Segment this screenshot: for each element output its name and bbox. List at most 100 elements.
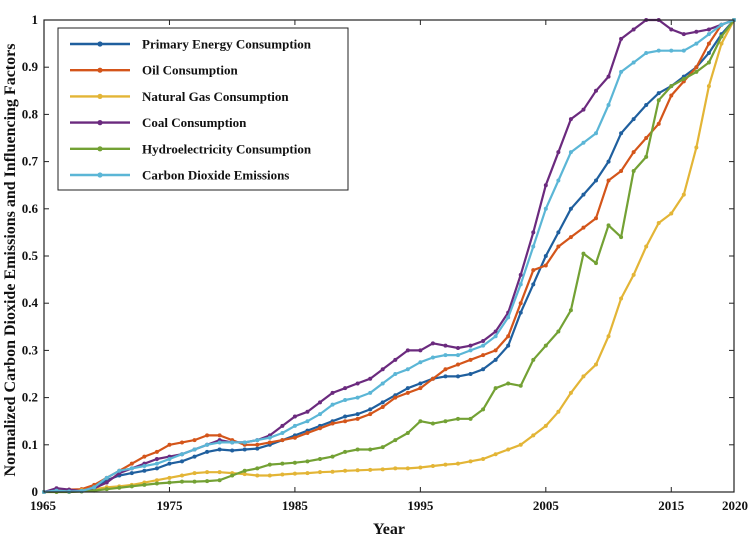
data-point-natural-gas-consumption xyxy=(343,468,348,473)
data-point-natural-gas-consumption xyxy=(531,433,536,438)
data-point-natural-gas-consumption xyxy=(518,442,523,447)
data-point-hydroelectricity-consumption xyxy=(292,460,297,465)
data-point-hydroelectricity-consumption xyxy=(154,481,159,486)
data-point-hydroelectricity-consumption xyxy=(280,461,285,466)
data-point-coal-consumption xyxy=(568,117,573,122)
data-point-hydroelectricity-consumption xyxy=(556,329,561,334)
data-point-primary-energy-consumption xyxy=(205,449,210,454)
data-point-carbon-dioxide-emissions xyxy=(405,367,410,372)
data-point-hydroelectricity-consumption xyxy=(606,223,611,228)
y-tick-label: 0 xyxy=(32,484,39,499)
data-point-oil-consumption xyxy=(581,225,586,230)
data-point-coal-consumption xyxy=(619,36,624,41)
data-point-natural-gas-consumption xyxy=(493,452,498,457)
data-point-hydroelectricity-consumption xyxy=(104,487,109,492)
data-point-oil-consumption xyxy=(631,150,636,155)
data-point-oil-consumption xyxy=(443,367,448,372)
data-point-hydroelectricity-consumption xyxy=(380,445,385,450)
data-point-oil-consumption xyxy=(644,136,649,140)
data-point-hydroelectricity-consumption xyxy=(129,484,134,489)
data-point-natural-gas-consumption xyxy=(305,471,310,476)
x-tick-label: 2005 xyxy=(533,498,560,513)
legend-label: Natural Gas Consumption xyxy=(142,89,289,104)
data-point-primary-energy-consumption xyxy=(154,466,159,471)
y-tick-label: 0.5 xyxy=(22,248,39,263)
data-point-carbon-dioxide-emissions xyxy=(142,464,147,469)
series-carbon-dioxide-emissions xyxy=(42,18,736,494)
data-point-oil-consumption xyxy=(456,362,460,367)
x-tick-label: 1975 xyxy=(156,498,183,513)
x-tick-label: 1965 xyxy=(30,498,57,513)
data-point-hydroelectricity-consumption xyxy=(167,480,172,485)
legend-marker xyxy=(97,93,103,99)
data-point-carbon-dioxide-emissions xyxy=(468,348,473,353)
data-point-hydroelectricity-consumption xyxy=(531,357,536,362)
data-point-oil-consumption xyxy=(506,334,511,339)
data-point-oil-consumption xyxy=(192,438,197,443)
data-point-hydroelectricity-consumption xyxy=(117,485,122,490)
data-point-oil-consumption xyxy=(318,426,322,431)
data-point-carbon-dioxide-emissions xyxy=(594,131,598,136)
data-point-hydroelectricity-consumption xyxy=(355,447,360,452)
data-point-primary-energy-consumption xyxy=(518,310,523,315)
x-tick-label: 2015 xyxy=(658,498,685,513)
data-point-carbon-dioxide-emissions xyxy=(217,440,222,445)
data-point-carbon-dioxide-emissions xyxy=(292,423,297,428)
data-point-carbon-dioxide-emissions xyxy=(167,456,172,461)
data-point-natural-gas-consumption xyxy=(619,296,624,301)
data-point-hydroelectricity-consumption xyxy=(418,419,423,424)
x-tick-label: 1995 xyxy=(407,498,434,513)
data-point-carbon-dioxide-emissions xyxy=(92,485,97,490)
data-point-hydroelectricity-consumption xyxy=(405,431,410,435)
data-point-natural-gas-consumption xyxy=(355,468,360,473)
series-line-hydroelectricity-consumption xyxy=(44,19,735,494)
data-point-natural-gas-consumption xyxy=(430,464,435,469)
legend-entry-hydroelectricity-consumption: Hydroelectricity Consumption xyxy=(70,141,312,156)
data-point-hydroelectricity-consumption xyxy=(631,169,636,174)
data-point-carbon-dioxide-emissions xyxy=(518,282,523,287)
data-point-coal-consumption xyxy=(380,367,385,372)
data-point-hydroelectricity-consumption xyxy=(318,456,322,461)
data-point-oil-consumption xyxy=(330,421,335,426)
legend-marker xyxy=(97,146,103,152)
data-point-carbon-dioxide-emissions xyxy=(380,381,385,386)
data-point-carbon-dioxide-emissions xyxy=(267,435,272,440)
data-point-hydroelectricity-consumption xyxy=(656,98,661,103)
data-point-natural-gas-consumption xyxy=(205,470,210,475)
data-point-coal-consumption xyxy=(606,74,611,79)
data-point-coal-consumption xyxy=(669,27,674,32)
data-point-primary-energy-consumption xyxy=(368,407,373,412)
data-point-natural-gas-consumption xyxy=(681,192,686,197)
data-point-primary-energy-consumption xyxy=(644,102,649,107)
data-point-carbon-dioxide-emissions xyxy=(456,353,460,358)
legend-entry-carbon-dioxide-emissions: Carbon Dioxide Emissions xyxy=(70,168,289,183)
data-point-coal-consumption xyxy=(154,456,159,461)
data-point-carbon-dioxide-emissions xyxy=(393,372,398,376)
data-point-carbon-dioxide-emissions xyxy=(368,390,373,395)
data-point-primary-energy-consumption xyxy=(255,446,260,451)
data-point-carbon-dioxide-emissions xyxy=(129,466,134,471)
data-point-hydroelectricity-consumption xyxy=(242,468,247,473)
data-point-coal-consumption xyxy=(531,230,536,235)
series-line-coal-consumption xyxy=(43,18,735,494)
data-point-natural-gas-consumption xyxy=(456,461,460,466)
data-point-primary-energy-consumption xyxy=(556,230,561,235)
legend-marker xyxy=(97,41,103,47)
data-point-coal-consumption xyxy=(443,343,448,348)
data-point-primary-energy-consumption xyxy=(581,192,586,197)
data-point-natural-gas-consumption xyxy=(606,334,611,339)
data-point-oil-consumption xyxy=(594,216,598,221)
data-point-carbon-dioxide-emissions xyxy=(493,334,498,339)
data-point-natural-gas-consumption xyxy=(543,423,548,428)
data-point-coal-consumption xyxy=(581,107,586,112)
data-point-natural-gas-consumption xyxy=(568,390,573,395)
x-tick-label: 2020 xyxy=(722,498,748,513)
data-point-carbon-dioxide-emissions xyxy=(543,206,548,211)
data-point-carbon-dioxide-emissions xyxy=(631,60,636,65)
y-tick-label: 0.4 xyxy=(22,295,39,310)
data-point-coal-consumption xyxy=(468,343,473,348)
data-point-primary-energy-consumption xyxy=(493,357,498,362)
data-point-carbon-dioxide-emissions xyxy=(180,452,184,457)
